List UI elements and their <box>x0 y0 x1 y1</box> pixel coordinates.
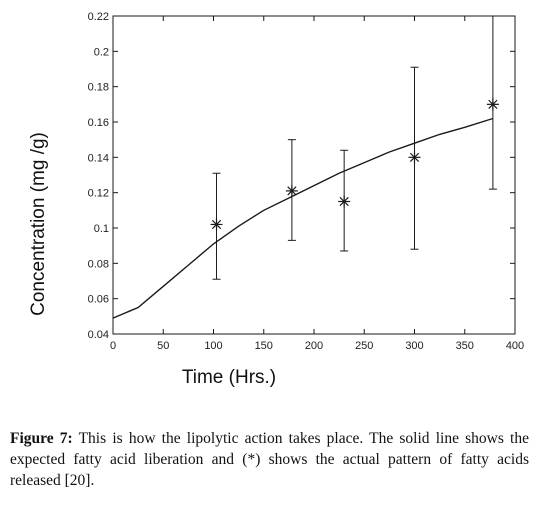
data-point-marker <box>408 151 421 164</box>
data-point-marker <box>486 98 499 111</box>
data-marks <box>112 15 499 319</box>
y-tick-label: 0.04 <box>88 329 109 341</box>
x-tick-label: 400 <box>506 340 524 352</box>
y-tick-label: 0.14 <box>88 152 109 164</box>
x-tick-label: 250 <box>355 340 373 352</box>
x-axis: 0 50 100 150 200 250 300 350 400 <box>110 16 524 352</box>
marker-stroke <box>409 152 420 162</box>
y-tick-label: 0.22 <box>88 11 109 23</box>
caption-label: Figure 7: <box>10 430 73 447</box>
y-tick-label: 0.08 <box>88 258 109 270</box>
marker-stroke <box>287 186 297 196</box>
chart: 0 50 100 150 200 250 300 350 400 0.04 0.06 0.08 0.1… <box>28 11 524 388</box>
expected-curve <box>112 117 494 319</box>
y-tick-label: 0.18 <box>88 82 109 94</box>
plot-frame <box>112 15 516 335</box>
x-tick-label: 0 <box>110 340 116 352</box>
y-tick-label: 0.16 <box>88 117 109 129</box>
marker-stroke <box>211 219 222 230</box>
x-tick-label: 200 <box>305 340 323 352</box>
x-tick-label: 300 <box>405 340 423 352</box>
y-axis: 0.04 0.06 0.08 0.1 0.12 0.14 0.16 0.18 0.2 0.22 <box>88 11 515 341</box>
caption-text: This is how the lipolytic action takes p… <box>10 430 529 489</box>
y-tick-label: 0.12 <box>88 188 109 200</box>
figure-caption: Figure 7: This is how the lipolytic acti… <box>10 428 529 491</box>
data-point-marker <box>285 184 298 197</box>
x-axis-label: Time (Hrs.) <box>182 367 276 388</box>
x-tick-label: 350 <box>456 340 474 352</box>
marker-stroke <box>339 196 349 207</box>
y-tick-label: 0.2 <box>94 46 109 58</box>
data-point-marker <box>210 218 223 231</box>
y-tick-label: 0.1 <box>94 223 109 235</box>
y-tick-label: 0.06 <box>88 294 109 306</box>
x-tick-label: 50 <box>157 340 169 352</box>
y-axis-label: Concentration (mg /g) <box>28 132 49 316</box>
x-tick-label: 100 <box>204 340 222 352</box>
x-tick-label: 150 <box>255 340 273 352</box>
data-point-marker <box>338 195 351 208</box>
marker-stroke <box>488 99 498 109</box>
plot-area <box>112 15 516 335</box>
